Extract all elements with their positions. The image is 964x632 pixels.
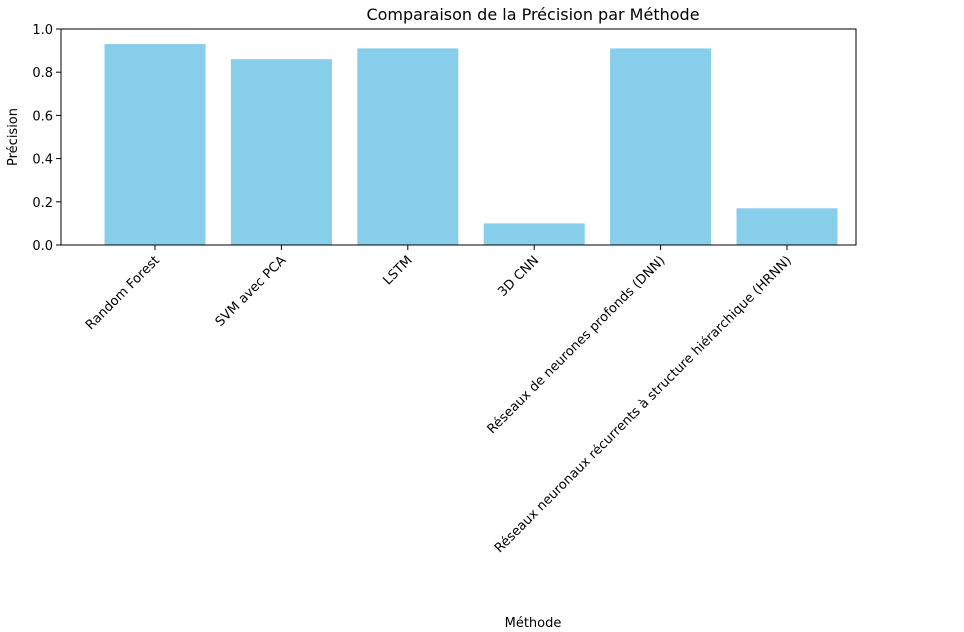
y-tick-label: 0.8 bbox=[32, 66, 53, 81]
x-tick-label: Random Forest bbox=[83, 253, 163, 333]
chart-title: Comparaison de la Précision par Méthode bbox=[366, 5, 699, 24]
bar bbox=[104, 44, 206, 245]
x-tick-label: LSTM bbox=[381, 253, 416, 288]
y-tick-label: 0.6 bbox=[32, 109, 53, 124]
bar bbox=[230, 59, 332, 246]
y-axis-label: Précision bbox=[6, 108, 21, 166]
bar bbox=[610, 48, 712, 246]
y-tick-label: 0.4 bbox=[32, 153, 53, 168]
plot-frame bbox=[60, 28, 857, 246]
bar bbox=[736, 208, 838, 245]
x-axis-label: Méthode bbox=[505, 616, 562, 631]
bars bbox=[104, 44, 838, 246]
x-tick-label: SVM avec PCA bbox=[213, 253, 290, 330]
y-tick-label: 1.0 bbox=[32, 23, 53, 38]
y-axis: 0.0 0.2 0.4 0.6 0.8 1.0 bbox=[32, 23, 61, 254]
x-tick-label: 3D CNN bbox=[495, 253, 542, 300]
bar bbox=[483, 223, 585, 245]
bar bbox=[357, 48, 459, 246]
x-tick-label: Réseaux neuronaux récurrents à structure… bbox=[492, 253, 795, 556]
y-tick-label: 0.0 bbox=[32, 239, 53, 254]
x-axis: Random Forest SVM avec PCA LSTM 3D CNNRésea… bbox=[83, 245, 795, 556]
y-tick-label: 0.2 bbox=[32, 196, 53, 211]
